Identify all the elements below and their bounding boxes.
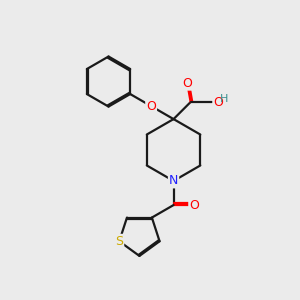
Text: O: O — [189, 199, 199, 212]
Text: N: N — [169, 174, 178, 188]
Text: S: S — [115, 235, 123, 248]
Text: O: O — [182, 77, 192, 90]
Text: H: H — [220, 94, 228, 104]
Text: O: O — [146, 100, 156, 112]
Text: O: O — [213, 95, 223, 109]
